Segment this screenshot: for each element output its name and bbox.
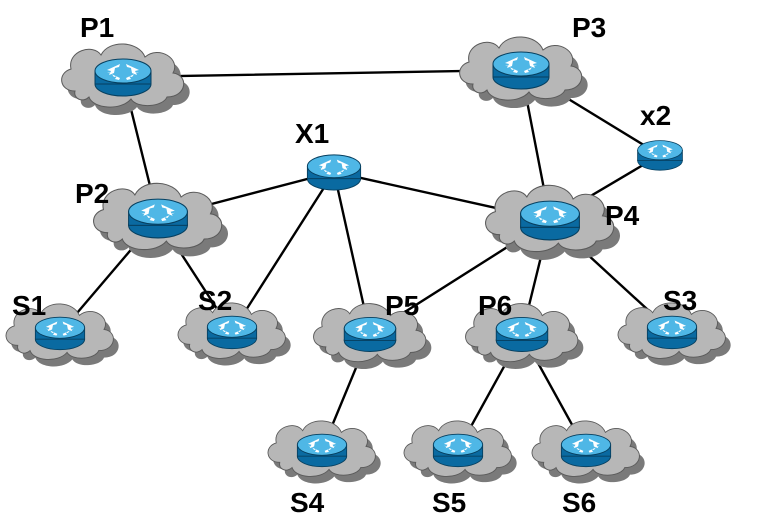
label-S3: S3	[663, 285, 697, 317]
router-icon	[561, 434, 610, 467]
label-X2: x2	[640, 100, 671, 132]
node-S5	[404, 421, 517, 484]
node-P3	[460, 37, 588, 108]
label-P5: P5	[385, 290, 419, 322]
label-S1: S1	[12, 290, 46, 322]
router-icon	[95, 59, 151, 96]
node-P1	[62, 44, 190, 115]
node-P2	[94, 183, 228, 258]
node-X1	[307, 155, 360, 190]
router-icon	[638, 141, 683, 171]
node-X2	[638, 141, 683, 171]
router-icon	[493, 52, 549, 89]
label-P1: P1	[80, 12, 114, 44]
label-S2: S2	[198, 285, 232, 317]
label-S6: S6	[562, 487, 596, 519]
router-icon	[344, 317, 396, 351]
label-P3: P3	[572, 12, 606, 44]
label-S5: S5	[432, 487, 466, 519]
router-icon	[297, 434, 346, 467]
router-icon	[647, 316, 696, 349]
label-P2: P2	[75, 178, 109, 210]
router-icon	[35, 317, 84, 350]
router-icon	[433, 434, 482, 467]
router-icon	[129, 199, 188, 238]
diagram-stage: P1 P3 x2 X1 P2 P4 S1 S2 P5 P6 S3 S4 S5 S6	[0, 0, 782, 525]
nodes-layer	[0, 0, 782, 525]
label-P6: P6	[478, 290, 512, 322]
router-icon	[307, 155, 360, 190]
node-P4	[486, 185, 620, 260]
node-S6	[532, 421, 645, 484]
node-S4	[268, 421, 381, 484]
label-P4: P4	[605, 200, 639, 232]
node-S2	[178, 303, 291, 366]
label-S4: S4	[290, 487, 324, 519]
router-icon	[207, 316, 256, 349]
label-X1: X1	[295, 118, 329, 150]
router-icon	[496, 317, 548, 351]
router-icon	[521, 201, 580, 240]
